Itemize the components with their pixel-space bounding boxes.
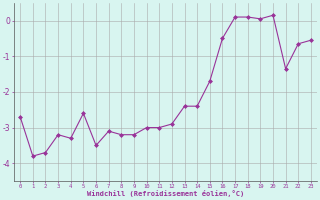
X-axis label: Windchill (Refroidissement éolien,°C): Windchill (Refroidissement éolien,°C) (87, 190, 244, 197)
